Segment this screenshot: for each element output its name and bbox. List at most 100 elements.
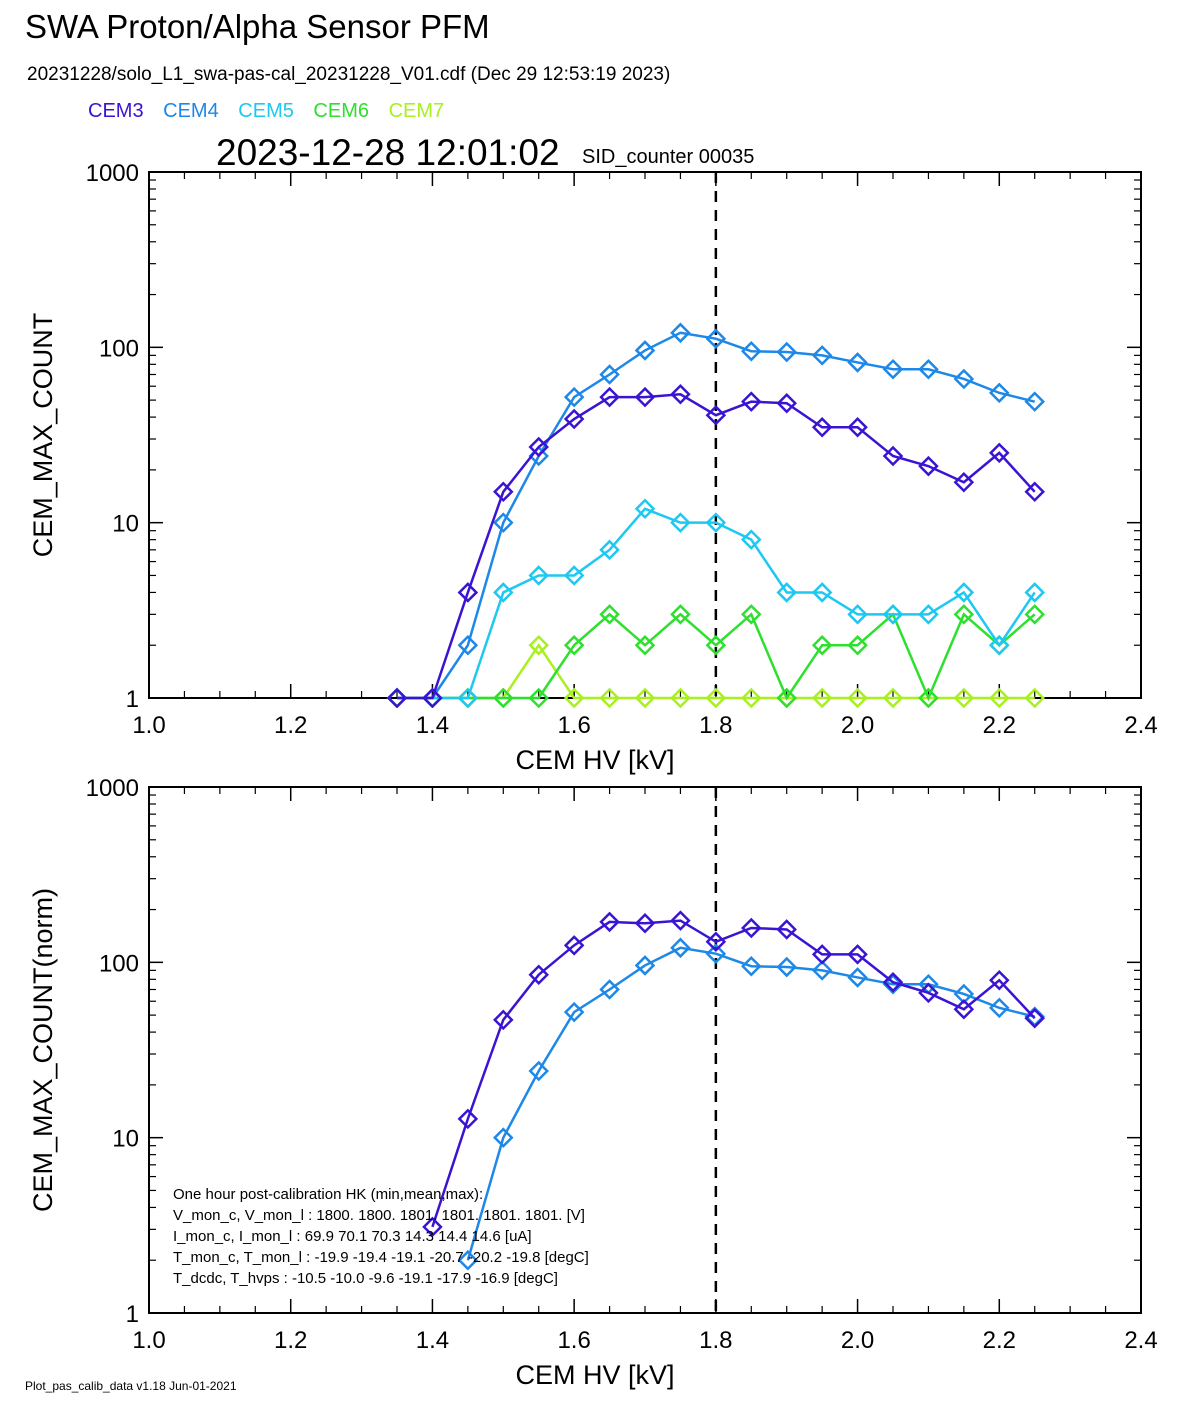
y-tick-label: 10: [112, 511, 139, 538]
x-tick-label: 1.0: [132, 1327, 165, 1354]
data-point-cem4: [989, 997, 1010, 1019]
legend-entry-cem4: CEM4: [163, 100, 219, 122]
data-point-cem6: [528, 687, 549, 708]
x-tick-label: 1.8: [699, 1327, 732, 1354]
data-point-cem4: [493, 512, 514, 533]
data-point-cem3: [422, 687, 443, 708]
data-point-cem3: [776, 392, 797, 414]
data-point-cem3: [634, 913, 656, 934]
data-point-cem3: [918, 455, 939, 477]
data-point-cem3: [528, 964, 549, 985]
data-point-cem7: [989, 687, 1010, 708]
data-point-cem4: [457, 1249, 479, 1271]
data-point-cem5: [741, 529, 762, 550]
data-point-cem6: [705, 634, 727, 656]
data-point-cem7: [847, 687, 868, 708]
data-point-cem3: [882, 971, 904, 993]
data-point-cem3: [882, 445, 904, 467]
data-point-cem6: [847, 634, 868, 656]
x-tick-label: 1.0: [132, 712, 165, 739]
data-point-cem4: [670, 322, 691, 344]
data-point-cem7: [882, 687, 904, 708]
data-point-cem3: [493, 1009, 514, 1031]
data-point-cem7: [634, 687, 656, 708]
data-point-cem3: [422, 1216, 443, 1238]
data-point-cem3: [847, 417, 868, 438]
data-point-cem5: [847, 604, 868, 625]
data-point-cem3: [599, 386, 620, 408]
data-point-cem7: [811, 687, 833, 708]
data-point-cem5: [705, 512, 727, 533]
data-point-cem3: [457, 582, 479, 603]
data-point-cem4: [599, 364, 620, 385]
data-point-cem3: [811, 417, 833, 438]
data-point-cem4: [705, 328, 727, 349]
hk-line: One hour post-calibration HK (min,mean,m…: [173, 1186, 483, 1203]
data-point-cem4: [811, 960, 833, 981]
x-tick-label: 1.2: [274, 712, 307, 739]
data-point-cem5: [634, 498, 656, 520]
data-point-cem3: [918, 982, 939, 1004]
y-tick-label: 1000: [86, 775, 139, 802]
y-tick-label: 100: [99, 950, 139, 977]
data-point-cem3: [386, 687, 408, 708]
data-point-cem3: [705, 931, 727, 953]
series-group: [386, 322, 1045, 708]
x-axis-label: CEM HV [kV]: [515, 1360, 674, 1390]
data-point-cem4: [741, 340, 762, 362]
data-point-cem3: [953, 471, 975, 493]
data-point-cem3: [1024, 1007, 1045, 1029]
hk-info-block: One hour post-calibration HK (min,mean,m…: [173, 1186, 589, 1287]
data-point-cem6: [953, 604, 975, 625]
series-group: [422, 910, 1045, 1271]
data-point-cem7: [741, 687, 762, 708]
data-point-cem3: [741, 391, 762, 412]
file-info: 20231228/solo_L1_swa-pas-cal_20231228_V0…: [27, 64, 671, 85]
data-point-cem4: [1024, 391, 1045, 412]
data-point-cem4: [847, 967, 868, 988]
series-line-cem4: [466, 946, 1036, 1261]
data-point-cem4: [776, 956, 797, 978]
data-point-cem4: [882, 358, 904, 380]
y-tick-label: 1: [126, 1301, 139, 1328]
data-point-cem6: [634, 634, 656, 656]
y-axis-label: CEM_MAX_COUNT(norm): [28, 888, 58, 1212]
data-point-cem3: [776, 919, 797, 940]
timestamp: 2023-12-28 12:01:02: [216, 132, 560, 173]
y-tick-label: 1: [126, 686, 139, 713]
x-tick-label: 2.2: [983, 1327, 1016, 1354]
data-point-cem5: [882, 604, 904, 625]
data-point-cem4: [776, 341, 797, 363]
data-point-cem3: [705, 404, 727, 426]
x-axis-label: CEM HV [kV]: [515, 745, 674, 775]
data-point-cem4: [705, 943, 727, 964]
data-point-cem7: [528, 634, 549, 656]
data-point-cem6: [493, 687, 514, 708]
data-point-cem6: [670, 604, 691, 625]
data-point-cem4: [457, 634, 479, 656]
y-tick-label: 100: [99, 335, 139, 362]
data-point-cem3: [1024, 481, 1045, 503]
x-tick-label: 1.8: [699, 712, 732, 739]
data-point-cem3: [563, 408, 585, 430]
x-tick-label: 2.0: [841, 1327, 874, 1354]
data-point-cem6: [1024, 604, 1045, 625]
data-point-cem4: [882, 973, 904, 995]
data-point-cem4: [741, 955, 762, 977]
data-point-cem5: [599, 539, 620, 561]
hk-line: I_mon_c, I_mon_l : 69.9 70.1 70.3 14.3 1…: [173, 1228, 532, 1245]
data-point-cem3: [563, 935, 585, 956]
page-title: SWA Proton/Alpha Sensor PFM: [25, 8, 490, 45]
plot-frame: [148, 171, 1142, 699]
data-point-cem5: [493, 582, 514, 603]
chart-panel-1: 1.0 1.2 1.4 1.6 1.8 2.0 2.2 2.4 1 10 100 1000 CEM HV…: [28, 160, 1158, 775]
data-point-cem6: [563, 634, 585, 656]
y-tick-label: 10: [112, 1126, 139, 1153]
hk-line: T_mon_c, T_mon_l : -19.9 -19.4 -19.1 -20…: [173, 1249, 589, 1266]
data-point-cem5: [918, 604, 939, 625]
data-point-cem3: [811, 944, 833, 965]
data-point-cem4: [528, 1060, 549, 1082]
x-tick-label: 2.0: [841, 712, 874, 739]
legend-entry-cem6: CEM6: [313, 100, 369, 122]
